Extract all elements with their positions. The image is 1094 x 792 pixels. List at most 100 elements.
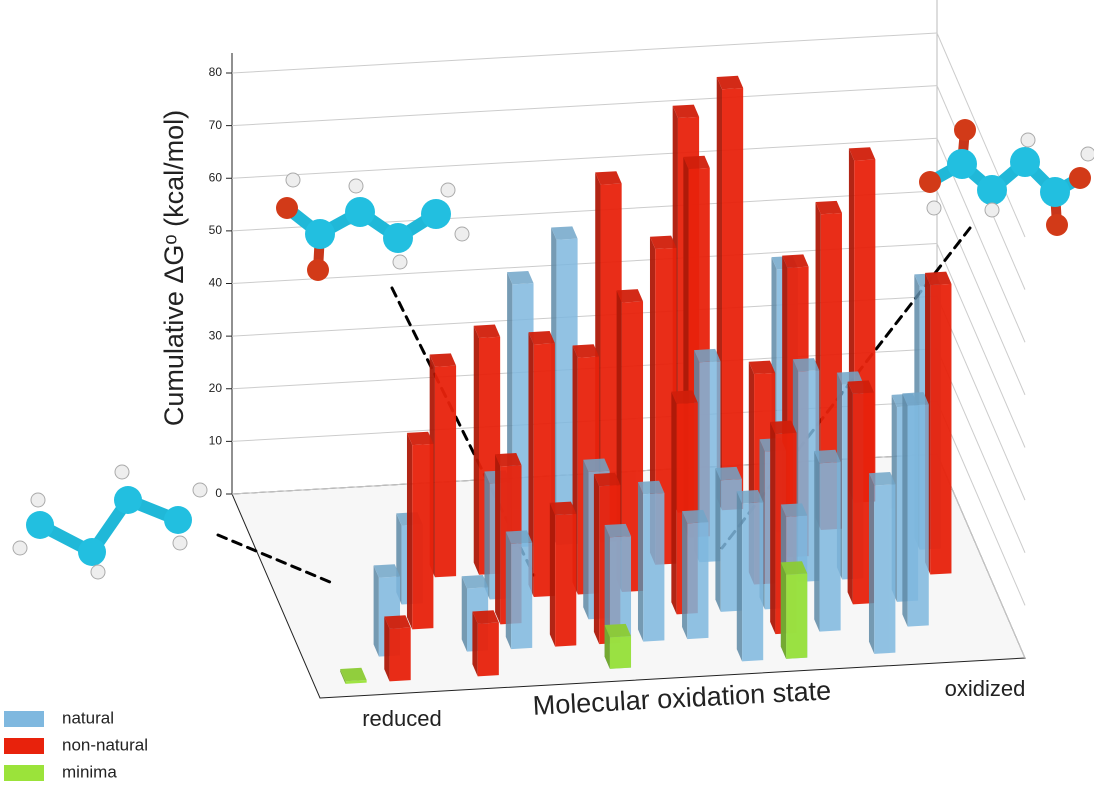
y-tick-label: 0 [215,486,222,500]
bar-top [595,171,622,185]
bar-side [814,450,820,632]
bar-side [770,421,776,635]
bar-top [637,480,665,495]
bar-side [384,616,390,682]
bar-side [340,668,346,684]
bar-side [736,491,743,662]
grid-line [231,32,938,74]
bar-top [429,353,457,367]
bar-front [621,301,644,593]
bar-side [549,502,556,647]
bar-side [472,611,478,677]
bar-side [406,432,413,630]
bar-top [505,530,533,544]
bar-front [874,484,896,654]
bar [902,392,929,627]
bar-top [770,420,797,435]
x-end-label: oxidized [945,676,1026,701]
bar-top [671,390,698,404]
bar-top [847,380,875,394]
bar-top [583,458,610,472]
bar [814,449,841,632]
pointer-line [216,533,332,584]
bar-front [643,493,665,642]
grid-line [231,137,938,179]
bar-top [340,667,367,682]
bar-side [583,459,589,620]
bar-side [373,565,379,657]
bar-top [683,155,710,170]
y-tick-label: 30 [209,328,223,342]
bar-front [852,392,875,605]
bar-front [477,622,499,677]
grid-line [936,32,1026,238]
bar [505,530,533,650]
bar-side [671,391,677,615]
bar [868,472,896,654]
y-tick-label: 50 [209,223,223,237]
bar [736,490,764,662]
bar-top [715,466,742,481]
bar-top [528,331,555,345]
bar-top [814,449,841,464]
bar-front [687,522,709,640]
grid-line [936,295,1026,501]
bar-front [786,573,808,659]
bar-side [505,531,512,650]
y-tick-label: 20 [209,381,223,395]
bar-top [384,615,411,629]
bar-front [556,238,578,546]
bar [406,431,434,630]
bar-front [722,88,744,511]
bar-top [736,490,764,504]
bar-top [848,147,876,161]
bar-front [720,479,742,612]
grid-line [936,243,1026,448]
bar-top [572,344,599,358]
bar-side [637,482,644,642]
molecule-right [919,119,1094,236]
legend-swatch [4,711,44,727]
bar-top [672,104,700,119]
bar [340,667,367,684]
bar-side [847,381,853,605]
legend-label: non-natural [62,735,148,754]
y-axis-title: Cumulative ΔGᵒ (kcal/mol) [159,110,189,426]
bar-top [792,358,820,372]
bar-front [742,502,764,662]
bar-top [473,324,501,338]
bar-front [930,283,952,575]
y-tick-label: 10 [209,434,223,448]
bar-top [551,226,578,240]
bar-front [511,542,533,650]
bar-top [373,564,401,578]
bar [715,466,742,612]
bar [925,271,952,575]
bar-front [389,627,411,682]
bar-side [461,576,468,652]
y-tick-label: 40 [209,276,223,290]
bar-side [495,454,501,625]
bar-top [780,561,808,575]
molecule-left [12,464,208,580]
legend-label: natural [62,708,114,727]
bar-front [533,343,555,598]
bar-front [434,365,457,578]
bar [384,615,411,682]
bar [847,380,875,605]
bar-side [593,473,600,645]
bar-top [780,503,808,517]
bar-front [555,513,577,647]
legend-swatch [4,765,44,781]
bar-top [604,623,632,638]
bar-front [907,404,929,627]
bar-top [716,75,744,90]
bar-top [649,235,677,250]
grid-line [936,453,1026,659]
bar-side [604,625,610,669]
legend: natural non-natural minima [4,708,148,781]
y-tick-label: 80 [209,65,223,79]
bar-side [715,468,721,612]
molecule-middle [276,172,470,281]
